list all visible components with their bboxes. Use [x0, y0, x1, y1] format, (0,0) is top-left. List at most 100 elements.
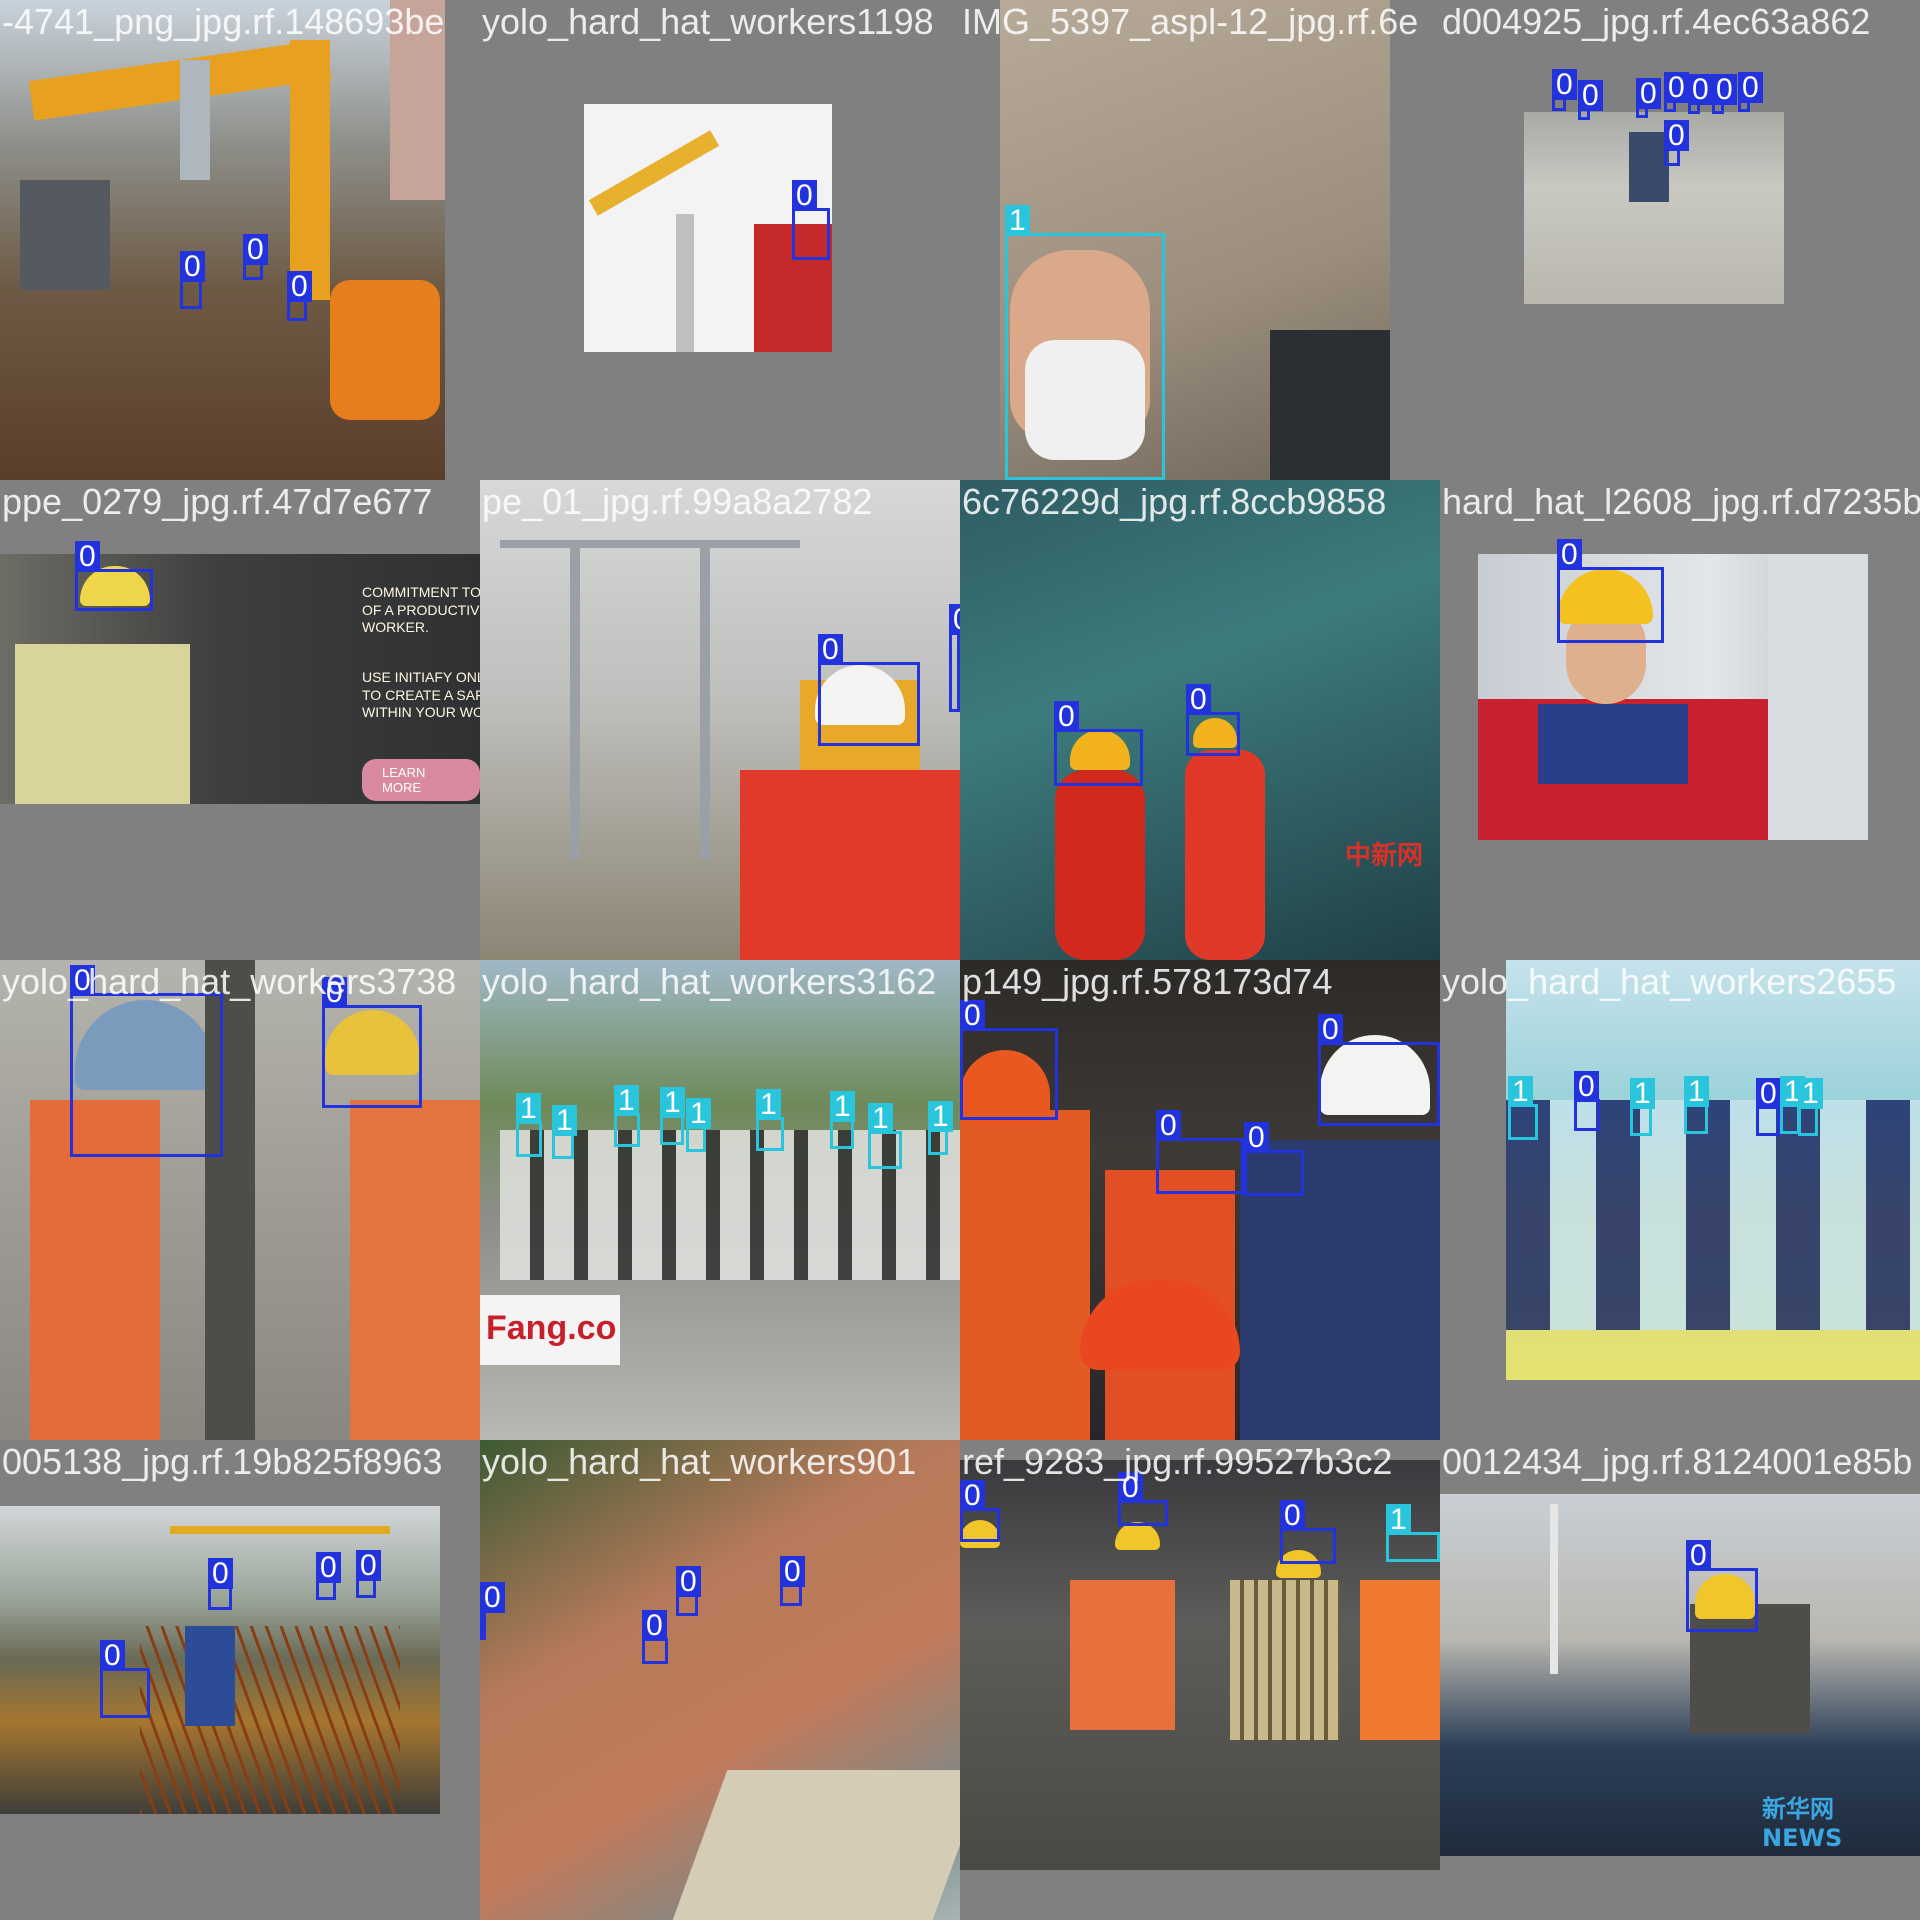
crane-arm: [588, 130, 720, 216]
crowd: [500, 1130, 960, 1280]
class-tag: 0: [1244, 1122, 1269, 1153]
worker: [1690, 1604, 1810, 1734]
worker-vest: [350, 1100, 480, 1440]
tile-filename: ref_9283_jpg.rf.99527b3c2: [962, 1441, 1393, 1482]
detection-box: 0: [1756, 1078, 1781, 1136]
detection-box: 1: [1780, 1076, 1805, 1134]
detection-box: 1: [660, 1087, 685, 1145]
class-tag: 1: [1630, 1078, 1655, 1109]
class-tag: 0: [949, 604, 960, 635]
tile-filename: p149_jpg.rf.578173d74: [962, 961, 1333, 1002]
tile-3: 0 0 0 0 0 0 0 0 d004925_jpg.rf.4ec63a862: [1440, 0, 1920, 480]
tile-filename: yolo_hard_hat_workers901: [482, 1441, 917, 1482]
detection-box: 1: [614, 1085, 640, 1147]
detection-box: 0: [75, 541, 153, 611]
sign-text: Fang.co: [480, 1295, 620, 1365]
detection-box: 0: [322, 977, 422, 1108]
tile-image: [1524, 112, 1784, 304]
class-tag: 1: [928, 1101, 953, 1132]
tile-9: Fang.co 1 1 1 1 1 1 1 1 1 yolo_hard_hat_…: [480, 960, 960, 1440]
crowd: [1506, 1100, 1920, 1330]
class-tag: 0: [243, 234, 268, 265]
rebar-fence: [140, 1626, 400, 1814]
ad-text-block: COMMITMENT TO SAF OF A PRODUCTIVE HA WOR…: [362, 584, 480, 635]
detection-box: 0: [208, 1558, 233, 1610]
tile-image: [0, 960, 480, 1440]
tile-image: COMMITMENT TO SAF OF A PRODUCTIVE HA WOR…: [0, 554, 480, 804]
class-tag: 0: [1552, 69, 1577, 100]
tile-image: [584, 104, 832, 352]
detection-box: 0: [1574, 1071, 1600, 1131]
class-tag: 1: [516, 1093, 541, 1124]
tile-filename: yolo_hard_hat_workers3738: [2, 961, 457, 1002]
window: [1270, 330, 1390, 480]
worker-vest: [1360, 1580, 1440, 1740]
tile-filename: yolo_hard_hat_workers2655: [1442, 961, 1897, 1002]
ship-mast: [1550, 1504, 1558, 1674]
class-tag: 1: [1508, 1076, 1533, 1107]
class-tag: 0: [70, 965, 95, 996]
class-tag: 0: [180, 251, 205, 282]
class-tag: 0: [1636, 78, 1661, 109]
class-tag: 1: [686, 1098, 711, 1129]
class-tag: 0: [780, 1556, 805, 1587]
detection-box: 1: [1798, 1078, 1823, 1136]
tile-6: 中新网 0 0 6c76229d_jpg.rf.8ccb9858: [960, 480, 1440, 960]
class-tag: 0: [1688, 74, 1713, 105]
tile-image: 新华网 NEWS: [1440, 1494, 1920, 1856]
machine: [1768, 554, 1868, 840]
tile-image: [480, 480, 960, 960]
ad-text-block: USE INITIAFY ONLIN TO CREATE A SAFET WIT…: [362, 669, 480, 720]
detection-box: 0: [1156, 1110, 1244, 1194]
tile-filename: 0012434_jpg.rf.8124001e85b: [1442, 1441, 1913, 1482]
class-tag: 1: [552, 1105, 577, 1136]
detection-box: 0: [1186, 684, 1240, 756]
worker: [1629, 132, 1669, 202]
class-tag: 0: [1686, 1540, 1711, 1571]
detection-box: 1: [1005, 205, 1165, 480]
detection-box: 0: [676, 1566, 701, 1616]
class-tag: 0: [676, 1566, 701, 1597]
tile-image: [1000, 0, 1390, 480]
worker-jacket: [1240, 1140, 1440, 1440]
detection-box: 1: [868, 1103, 902, 1169]
class-tag: 0: [1318, 1014, 1343, 1045]
class-tag: 0: [356, 1550, 381, 1581]
detection-box: 0: [287, 271, 312, 321]
detection-box: 1: [552, 1105, 577, 1159]
pipe: [205, 960, 255, 1440]
tile-image: [960, 1460, 1440, 1870]
hard-hat: [960, 1050, 1050, 1125]
tile-filename: 005138_jpg.rf.19b825f8963: [2, 1441, 443, 1482]
worker-vest: [740, 770, 960, 960]
building: [390, 0, 445, 200]
worker: [185, 1626, 235, 1726]
detection-box: 0: [100, 1640, 150, 1718]
tile-image: [1506, 960, 1920, 1380]
detection-box: 0: [1688, 74, 1713, 114]
detection-box: 0: [1054, 701, 1143, 786]
detection-box: 0: [960, 1480, 1000, 1542]
tile-filename: pe_01_jpg.rf.99a8a2782: [482, 481, 873, 522]
excavator-cab: [20, 180, 110, 290]
tile-filename: ppe_0279_jpg.rf.47d7e677: [2, 481, 433, 522]
class-tag: 0: [480, 1582, 505, 1613]
class-tag: 0: [1574, 1071, 1599, 1102]
detection-box: 0: [480, 1582, 505, 1640]
class-tag: 0: [1186, 684, 1211, 715]
detection-box: 0: [1686, 1540, 1758, 1632]
tile-filename: hard_hat_l2608_jpg.rf.d7235b348: [1442, 481, 1920, 522]
detection-box: 0: [1318, 1014, 1440, 1126]
river: [672, 1770, 960, 1920]
hard-hat: [960, 1520, 1000, 1548]
detection-box: 0: [316, 1552, 341, 1600]
detection-box: 0: [780, 1556, 805, 1606]
tile-2: 1 IMG_5397_aspl-12_jpg.rf.6e: [960, 0, 1440, 480]
class-tag: 0: [1756, 1078, 1781, 1109]
class-tag: 0: [792, 180, 817, 211]
hard-hat: [1276, 1550, 1321, 1578]
class-tag: 1: [830, 1091, 855, 1122]
tile-image: Fang.co: [480, 960, 960, 1440]
tile-0: 0 0 0 -4741_png_jpg.rf.148693be: [0, 0, 480, 480]
